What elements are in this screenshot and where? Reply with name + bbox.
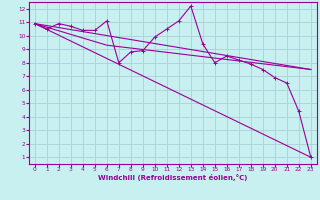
X-axis label: Windchill (Refroidissement éolien,°C): Windchill (Refroidissement éolien,°C) xyxy=(98,174,247,181)
